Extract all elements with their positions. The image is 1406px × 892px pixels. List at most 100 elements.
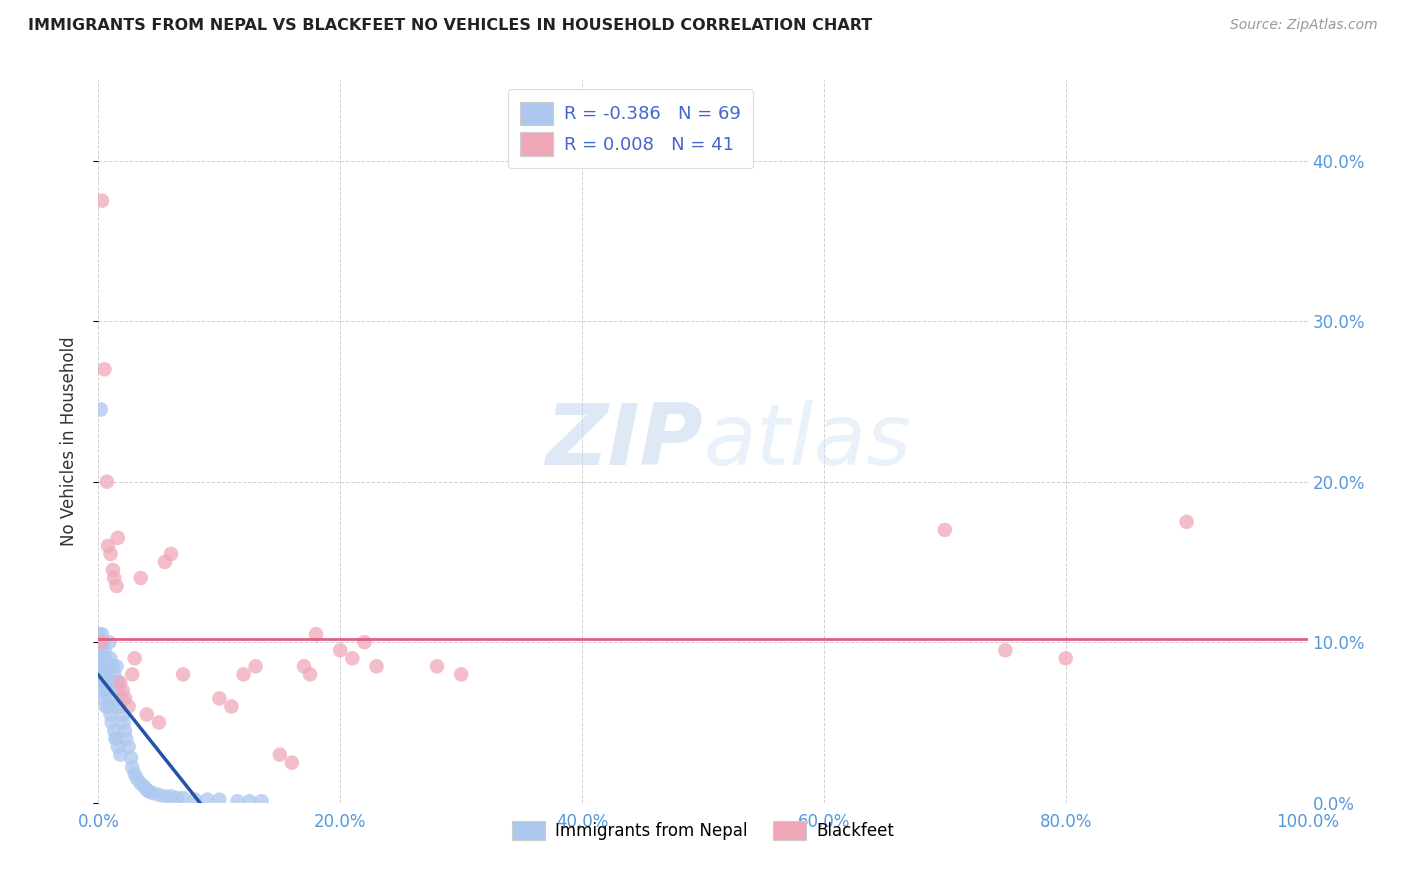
Point	[108, 747, 131, 762]
Point	[118, 699, 141, 714]
Point	[208, 691, 231, 706]
Point	[127, 772, 149, 786]
Point	[153, 555, 176, 569]
Point	[269, 747, 291, 762]
Point	[93, 667, 115, 681]
Point	[100, 715, 122, 730]
Text: ZIP: ZIP	[546, 400, 703, 483]
Point	[184, 792, 207, 806]
Point	[112, 715, 135, 730]
Point	[89, 659, 111, 673]
Point	[232, 667, 254, 681]
Point	[100, 651, 122, 665]
Point	[91, 675, 114, 690]
Point	[104, 731, 127, 746]
Point	[250, 794, 273, 808]
Text: Source: ZipAtlas.com: Source: ZipAtlas.com	[1230, 18, 1378, 32]
Point	[90, 635, 112, 649]
Point	[93, 691, 115, 706]
Legend: Immigrants from Nepal, Blackfeet: Immigrants from Nepal, Blackfeet	[503, 813, 903, 848]
Point	[103, 723, 125, 738]
Point	[93, 362, 115, 376]
Point	[97, 699, 120, 714]
Point	[90, 667, 112, 681]
Point	[101, 699, 124, 714]
Point	[107, 531, 129, 545]
Point	[107, 675, 129, 690]
Point	[124, 651, 146, 665]
Point	[124, 767, 146, 781]
Point	[110, 691, 132, 706]
Point	[114, 691, 136, 706]
Point	[101, 659, 124, 673]
Point	[172, 667, 194, 681]
Point	[111, 707, 134, 722]
Point	[121, 667, 143, 681]
Point	[120, 751, 142, 765]
Point	[100, 675, 122, 690]
Point	[94, 699, 117, 714]
Point	[114, 723, 136, 738]
Point	[1054, 651, 1077, 665]
Point	[91, 194, 114, 208]
Point	[450, 667, 472, 681]
Point	[90, 635, 112, 649]
Point	[329, 643, 352, 657]
Point	[934, 523, 956, 537]
Point	[100, 707, 122, 722]
Point	[115, 731, 138, 746]
Point	[239, 794, 262, 808]
Point	[226, 794, 249, 808]
Point	[91, 659, 114, 673]
Point	[89, 651, 111, 665]
Point	[111, 683, 134, 698]
Point	[94, 675, 117, 690]
Point	[118, 739, 141, 754]
Point	[107, 739, 129, 754]
Point	[129, 571, 152, 585]
Point	[103, 571, 125, 585]
Point	[105, 659, 128, 673]
Point	[96, 683, 118, 698]
Point	[994, 643, 1017, 657]
Point	[166, 791, 188, 805]
Point	[90, 643, 112, 657]
Point	[148, 788, 170, 802]
Point	[94, 651, 117, 665]
Y-axis label: No Vehicles in Household: No Vehicles in Household	[59, 336, 77, 547]
Point	[172, 791, 194, 805]
Point	[105, 579, 128, 593]
Point	[208, 792, 231, 806]
Point	[93, 643, 115, 657]
Point	[108, 699, 131, 714]
Point	[91, 635, 114, 649]
Point	[104, 675, 127, 690]
Point	[121, 760, 143, 774]
Point	[98, 691, 121, 706]
Point	[134, 780, 156, 794]
Text: IMMIGRANTS FROM NEPAL VS BLACKFEET NO VEHICLES IN HOUSEHOLD CORRELATION CHART: IMMIGRANTS FROM NEPAL VS BLACKFEET NO VE…	[28, 18, 872, 33]
Point	[135, 707, 157, 722]
Point	[305, 627, 328, 641]
Point	[97, 539, 120, 553]
Point	[108, 683, 131, 698]
Point	[103, 667, 125, 681]
Point	[299, 667, 322, 681]
Point	[366, 659, 388, 673]
Point	[160, 547, 183, 561]
Point	[90, 402, 112, 417]
Point	[153, 789, 176, 804]
Point	[91, 627, 114, 641]
Point	[160, 789, 183, 804]
Point	[135, 783, 157, 797]
Point	[138, 784, 160, 798]
Point	[91, 683, 114, 698]
Point	[108, 675, 131, 690]
Point	[97, 667, 120, 681]
Point	[100, 547, 122, 561]
Point	[281, 756, 304, 770]
Point	[105, 731, 128, 746]
Point	[353, 635, 375, 649]
Point	[129, 776, 152, 790]
Point	[98, 635, 121, 649]
